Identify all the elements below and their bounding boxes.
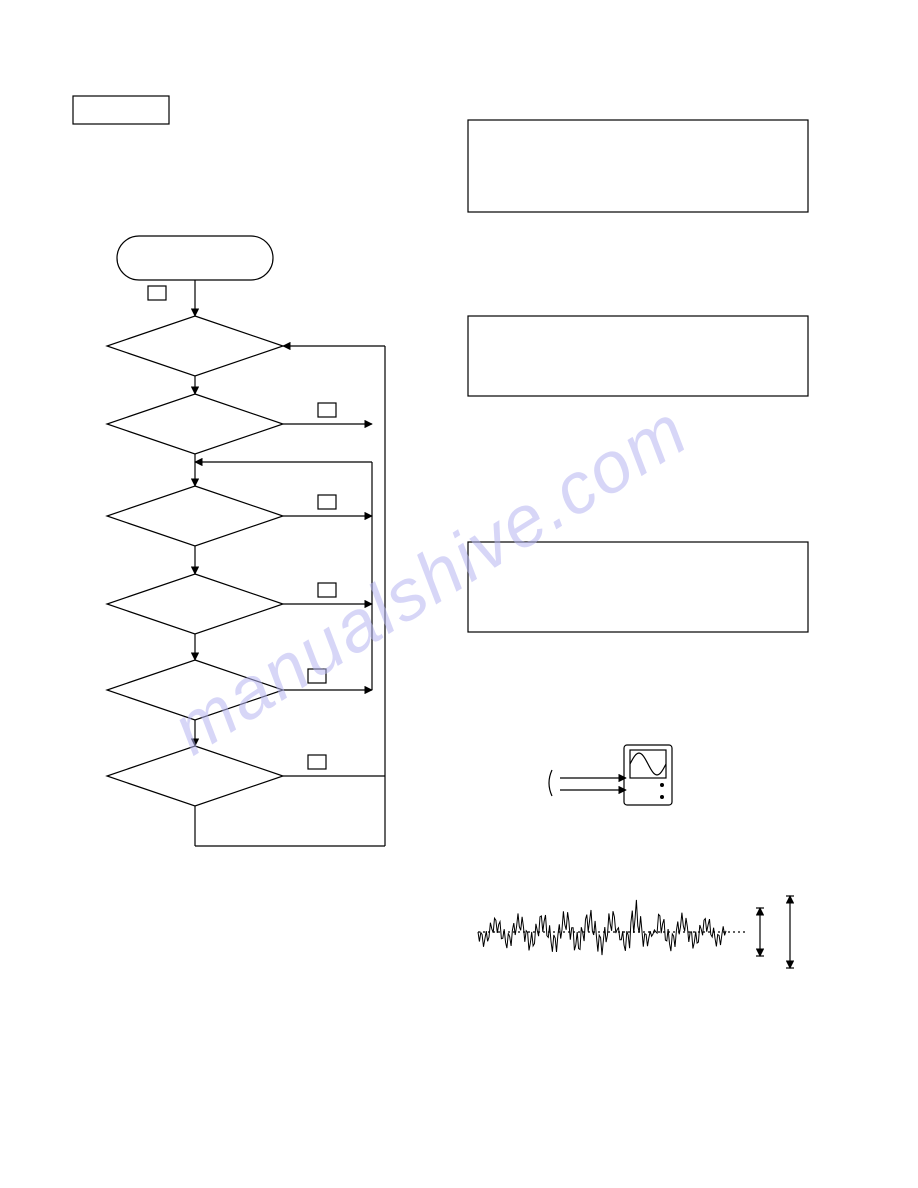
- step-label-1: [318, 495, 336, 509]
- decision-3: [107, 574, 283, 634]
- info-box-1: [468, 316, 808, 396]
- oscilloscope-trace: [630, 753, 666, 775]
- page-label-box: [73, 96, 169, 124]
- diagram-canvas: [0, 0, 918, 1188]
- decision-0: [107, 316, 283, 376]
- start-terminal: [117, 236, 273, 280]
- decision-1: [107, 394, 283, 454]
- info-box-2: [468, 542, 808, 632]
- step-label-2: [318, 583, 336, 597]
- decision-2: [107, 486, 283, 546]
- info-box-0: [468, 120, 808, 212]
- decision-4: [107, 660, 283, 720]
- step-label-0: [318, 403, 336, 417]
- step-label-3: [308, 669, 326, 683]
- step-label-4: [308, 755, 326, 769]
- probe-brace: [549, 770, 552, 796]
- oscilloscope-body: [624, 745, 672, 805]
- decision-5: [107, 746, 283, 806]
- waveform: [478, 900, 726, 955]
- step-box: [148, 286, 166, 300]
